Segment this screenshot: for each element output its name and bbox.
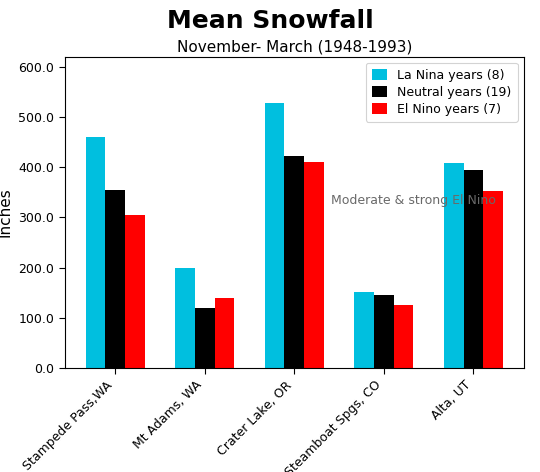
Bar [86,137,105,368]
Title: November- March (1948-1993): November- March (1948-1993) [177,39,412,54]
Bar [354,292,374,368]
Bar [125,215,145,368]
Bar [374,295,394,368]
Text: Mean Snowfall: Mean Snowfall [167,9,373,34]
Y-axis label: Inches: Inches [0,187,13,237]
Bar [214,298,234,368]
Bar [304,162,324,368]
Bar [444,163,463,368]
Bar [463,170,483,368]
Bar [285,156,304,368]
Text: Moderate & strong El Nino: Moderate & strong El Nino [331,194,496,207]
Bar [105,190,125,368]
Bar [265,103,285,368]
Bar [394,305,414,368]
Legend: La Nina years (8), Neutral years (19), El Nino years (7): La Nina years (8), Neutral years (19), E… [366,63,517,122]
Bar [195,308,214,368]
Bar [483,191,503,368]
Bar [175,268,195,368]
